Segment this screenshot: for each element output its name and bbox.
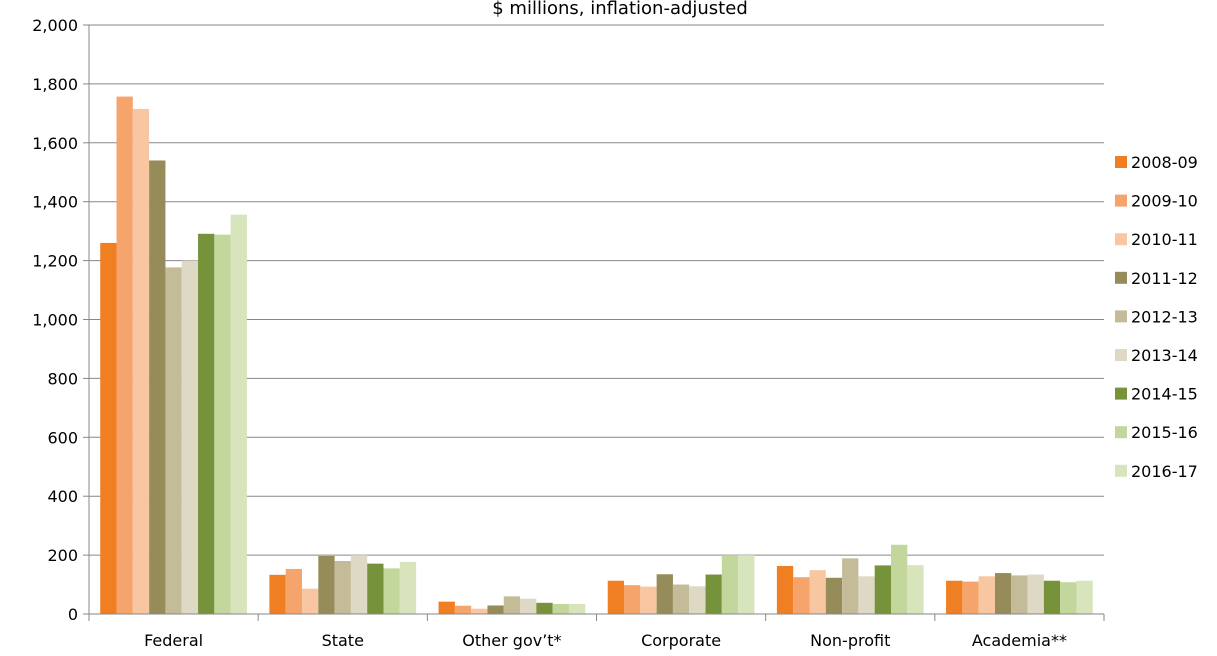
- legend: 2008-09 2009-10 2010-11 2011-12 2012-13 2013-…: [1115, 153, 1198, 481]
- bar: [318, 555, 335, 614]
- x-tick-label: Non-profit: [810, 631, 890, 650]
- bar: [536, 602, 553, 614]
- bar: [438, 601, 455, 614]
- y-tick-label: 0: [68, 605, 78, 624]
- legend-label: 2009-10: [1131, 192, 1198, 211]
- bar: [907, 565, 924, 614]
- bar: [100, 242, 117, 614]
- bar: [116, 96, 133, 615]
- legend-swatch: [1115, 194, 1127, 207]
- legend-swatch: [1115, 271, 1127, 284]
- bar: [520, 598, 537, 614]
- bar: [858, 576, 875, 614]
- bar: [230, 214, 247, 614]
- y-tick-label: 1,400: [32, 193, 78, 212]
- legend-swatch: [1115, 233, 1127, 246]
- bar: [689, 586, 706, 614]
- bar: [454, 605, 472, 614]
- bar: [705, 574, 722, 614]
- legend-swatch: [1115, 387, 1127, 400]
- y-tick-label: 600: [47, 428, 78, 447]
- bar: [350, 555, 368, 614]
- legend-swatch: [1115, 310, 1127, 323]
- bar: [503, 596, 521, 614]
- bar: [214, 234, 231, 614]
- y-tick-label: 1,000: [32, 311, 78, 330]
- bar: [471, 608, 488, 614]
- x-tick-label: Corporate: [641, 631, 721, 650]
- x-axis: Federal State Other gov’t* Corporate Non-pro…: [88, 613, 1105, 650]
- bar: [269, 574, 286, 614]
- bar: [568, 603, 586, 614]
- bar: [842, 558, 859, 614]
- bar: [383, 568, 400, 614]
- bar: [132, 108, 150, 615]
- bar: [793, 577, 810, 614]
- legend-swatch: [1115, 426, 1127, 439]
- bar: [607, 580, 625, 614]
- bar: [1027, 574, 1044, 614]
- bar: [1060, 582, 1077, 614]
- y-tick-label: 200: [47, 546, 78, 565]
- bar: [334, 560, 351, 614]
- bar: [978, 576, 995, 614]
- bar: [672, 584, 690, 614]
- bar: [399, 561, 417, 614]
- x-tick-label: Academia**: [972, 631, 1067, 650]
- y-axis: 0 200 400 600 800 1,000 1,200 1,400 1,600 1,800 2,…: [32, 16, 90, 624]
- y-tick-label: 800: [47, 369, 78, 388]
- bar: [552, 603, 569, 614]
- bar: [1043, 580, 1061, 614]
- chart-title: $ millions, inflation-adjusted: [492, 0, 748, 19]
- bar: [640, 586, 657, 614]
- legend-label: 2010-11: [1131, 230, 1198, 249]
- bar: [825, 577, 843, 614]
- legend-swatch: [1115, 349, 1127, 361]
- bar: [994, 573, 1012, 614]
- bar: [962, 581, 979, 614]
- y-tick-label: 1,600: [32, 134, 78, 153]
- legend-label: 2013-14: [1131, 346, 1198, 365]
- gridlines: [89, 24, 1104, 615]
- bar: [1011, 575, 1028, 614]
- legend-label: 2011-12: [1131, 269, 1198, 288]
- y-tick-label: 2,000: [32, 16, 78, 35]
- bar: [874, 565, 891, 614]
- y-tick-label: 1,800: [32, 75, 78, 94]
- bars: [100, 96, 1093, 615]
- y-tick-label: 1,200: [32, 252, 78, 271]
- bar: [738, 555, 755, 614]
- legend-label: 2015-16: [1131, 423, 1198, 442]
- bar: [809, 570, 826, 614]
- legend-swatch: [1115, 156, 1127, 168]
- legend-swatch: [1115, 464, 1127, 477]
- bar: [367, 563, 384, 614]
- x-tick-label: Federal: [144, 631, 203, 650]
- bar: [285, 568, 302, 614]
- bar: [656, 574, 673, 614]
- bar: [776, 565, 794, 614]
- legend-label: 2012-13: [1131, 307, 1198, 326]
- bar: [1076, 580, 1093, 614]
- bar: [487, 605, 504, 614]
- bar: [721, 555, 739, 614]
- legend-label: 2008-09: [1131, 153, 1198, 172]
- legend-label: 2014-15: [1131, 385, 1198, 404]
- bar: [165, 267, 182, 614]
- bar: [891, 544, 908, 614]
- x-tick-label: State: [322, 631, 364, 650]
- x-tick-label: Other gov’t*: [462, 631, 561, 650]
- bar: [624, 585, 641, 614]
- bar: [302, 588, 319, 614]
- bar: [946, 580, 963, 614]
- bar: [149, 160, 166, 614]
- legend-label: 2016-17: [1131, 462, 1198, 481]
- bar: [198, 233, 215, 614]
- bar: [181, 260, 199, 614]
- y-tick-label: 400: [47, 487, 78, 506]
